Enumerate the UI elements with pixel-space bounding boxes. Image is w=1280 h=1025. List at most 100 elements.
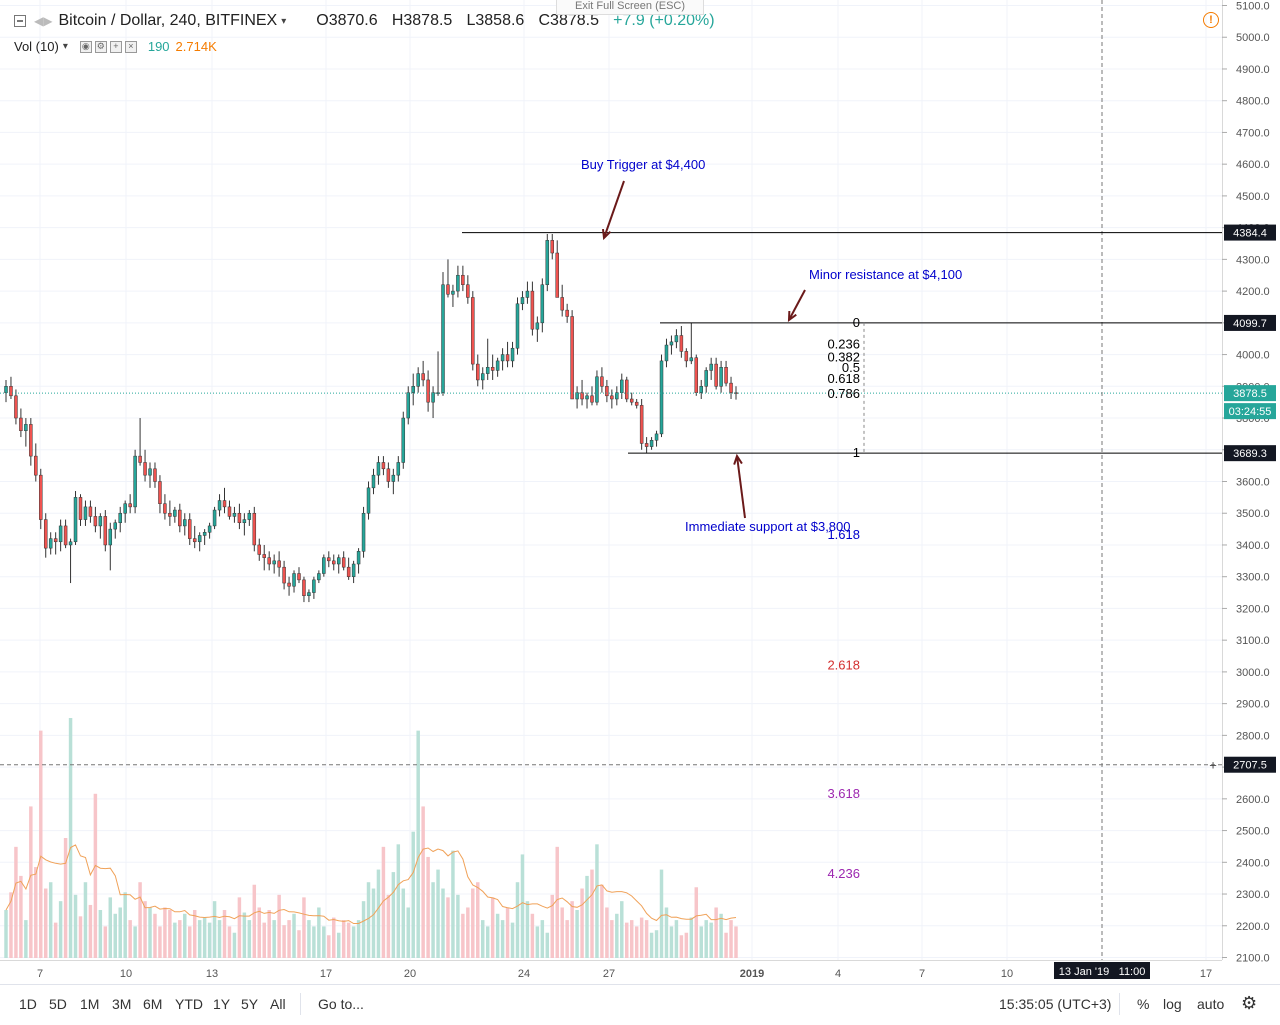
candle-body [565, 309, 569, 317]
y-tick-label: 5000.0 [1236, 32, 1270, 44]
range-3m[interactable]: 3M [112, 996, 132, 1012]
y-tick-label: 4000.0 [1236, 350, 1270, 362]
close-icon[interactable]: × [124, 40, 137, 53]
volume-bar [163, 907, 167, 958]
volume-bar [128, 920, 132, 958]
candle-body [515, 303, 520, 349]
volume-bar [406, 907, 410, 958]
volume-bar [620, 901, 624, 958]
candle-body [307, 592, 311, 596]
y-tick-label: 3200.0 [1236, 603, 1270, 615]
volume-bar [19, 875, 23, 958]
candle-body [376, 462, 381, 476]
candle-body [317, 573, 321, 581]
x-tick-label: 17 [320, 968, 332, 980]
volume-bar [39, 730, 43, 958]
x-tick-label: 7 [37, 968, 43, 980]
candle-body [391, 474, 396, 482]
price-axis-label [1224, 224, 1276, 241]
candle-body [128, 503, 132, 508]
candle-body [34, 455, 38, 476]
volume-bar [610, 920, 614, 958]
candle-body [535, 322, 540, 330]
volume-bar [734, 926, 738, 958]
price-axis-label [1224, 445, 1276, 462]
candle-body [78, 497, 83, 520]
volume-label[interactable]: Vol (10) [14, 39, 59, 54]
volume-bar [232, 932, 237, 958]
candle-body [659, 360, 664, 435]
x-tick-label: 10 [1001, 968, 1013, 980]
chevron-down-icon[interactable]: ▾ [62, 41, 68, 52]
volume-bar [322, 926, 326, 958]
percent-toggle[interactable]: % [1137, 996, 1150, 1012]
alert-icon[interactable]: ! [1203, 12, 1219, 28]
volume-bar [545, 932, 550, 958]
range-6m[interactable]: 6M [143, 996, 163, 1012]
collapse-icon[interactable] [14, 15, 26, 27]
candle-body [133, 455, 137, 508]
volume-bar [441, 888, 445, 958]
x-tick-label: 7 [919, 968, 925, 980]
candle-body [371, 474, 376, 489]
price-axis-label [1224, 385, 1276, 402]
candle-body [664, 344, 669, 362]
volume-bar [391, 872, 396, 958]
volume-bar [381, 846, 386, 958]
range-5y[interactable]: 5Y [241, 996, 259, 1012]
candle-body [68, 541, 73, 546]
volume-bar [436, 869, 440, 958]
range-1y[interactable]: 1Y [213, 996, 231, 1012]
range-1d[interactable]: 1D [19, 996, 37, 1012]
range-1m[interactable]: 1M [80, 996, 100, 1012]
divider [300, 993, 301, 1015]
volume-bar [664, 907, 669, 958]
y-tick-label: 2200.0 [1236, 921, 1270, 933]
candle-body [426, 379, 430, 403]
candle-body [490, 367, 495, 371]
volume-bar [396, 844, 401, 958]
x-tick-label: 13 [206, 968, 218, 980]
volume-bar [29, 806, 33, 958]
candle-body [510, 347, 515, 362]
range-ytd[interactable]: YTD [175, 996, 203, 1012]
candle-body [277, 560, 281, 568]
candle-body [634, 401, 639, 406]
fib-level-label: 4.236 [827, 866, 860, 881]
volume-bar [625, 922, 629, 958]
symbol-title[interactable]: Bitcoin / Dollar, 240, BITFINEX [58, 12, 278, 29]
candle-body [545, 240, 550, 286]
chevron-down-icon[interactable]: ▾ [281, 15, 287, 27]
goto-button[interactable]: Go to... [318, 996, 364, 1012]
volume-bar [14, 846, 18, 958]
log-toggle[interactable]: log [1163, 996, 1182, 1012]
volume-bar [729, 920, 733, 958]
gear-icon[interactable]: ⚙ [1241, 993, 1258, 1013]
volume-bar [272, 920, 276, 958]
candle-body [113, 522, 117, 530]
compare-icon[interactable]: ◀▶ [34, 14, 53, 28]
candle-body [699, 386, 703, 393]
volume-bar [153, 913, 157, 958]
volume-bar [88, 904, 93, 958]
settings-icon[interactable]: ⚙ [94, 40, 107, 53]
candle-body [381, 462, 386, 470]
volume-bar [158, 926, 162, 958]
exit-fullscreen-button[interactable]: Exit Full Screen (ESC) [556, 0, 704, 15]
range-all[interactable]: All [270, 996, 286, 1012]
add-icon[interactable]: + [109, 40, 122, 53]
auto-toggle[interactable]: auto [1197, 996, 1225, 1012]
eye-icon[interactable]: ◉ [79, 40, 92, 53]
x-tick-label: 17 [1200, 968, 1212, 980]
volume-bar [108, 897, 113, 958]
range-5d[interactable]: 5D [49, 996, 67, 1012]
volume-bar [356, 920, 361, 958]
candle-body [366, 487, 371, 514]
price-axis-label [1224, 314, 1276, 331]
volume-bar [188, 926, 192, 958]
clock-display[interactable]: 15:35:05 (UTC+3) [999, 996, 1112, 1012]
volume-bar [456, 894, 460, 958]
y-tick-label: 3100.0 [1236, 635, 1270, 647]
candle-body [654, 433, 659, 441]
